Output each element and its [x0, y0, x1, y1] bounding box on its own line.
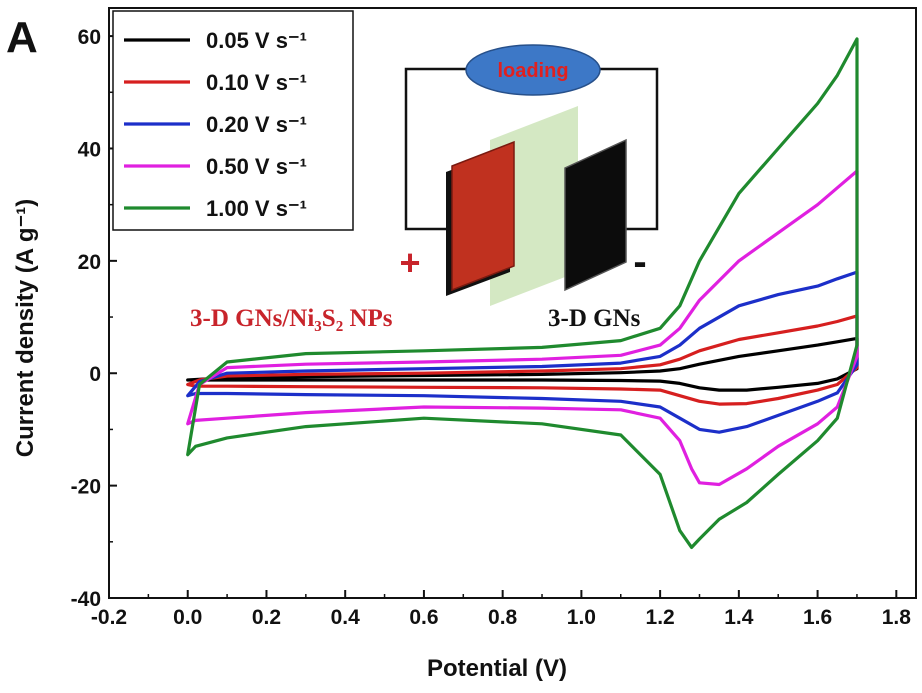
series-line-1 [186, 314, 859, 406]
y-tick-label: 0 [89, 363, 101, 386]
series-layer [186, 37, 859, 549]
y-tick-label: -20 [71, 476, 101, 499]
legend-label: 1.00 V s⁻¹ [206, 196, 307, 221]
positive-electrode [451, 140, 515, 292]
inset-schematic: loading + - 3-D GNs/Ni₃S₂ NPs 3-D GNs [190, 44, 659, 332]
series-line-0 [186, 336, 859, 392]
legend-label: 0.05 V s⁻¹ [206, 28, 307, 53]
axis-ticks: -0.2 0.0 0.2 0.4 0.6 0.8 1.0 1.2 1.4 1.6 1.8-40-20… [71, 26, 912, 629]
x-tick-label: -0.2 [91, 606, 127, 629]
positive-electrode-label: 3-D GNs/Ni₃S₂ NPs [190, 305, 393, 332]
legend-box [112, 10, 354, 231]
legend-label: 0.20 V s⁻¹ [206, 112, 307, 137]
legend-label: 0.10 V s⁻¹ [206, 70, 307, 95]
loading-label: loading [497, 60, 568, 82]
negative-electrode [564, 138, 627, 292]
x-tick-label: 0.4 [331, 606, 361, 629]
minus-sign: - [633, 240, 646, 284]
y-tick-label: 60 [78, 26, 101, 49]
y-tick-label: 20 [78, 251, 101, 274]
y-axis-title: Current density (A g⁻¹) [12, 199, 39, 457]
x-tick-label: 1.6 [803, 606, 832, 629]
x-tick-label: 1.4 [724, 606, 754, 629]
x-tick-label: 0.2 [252, 606, 281, 629]
legend-label: 0.50 V s⁻¹ [206, 154, 307, 179]
x-tick-label: 0.0 [173, 606, 202, 629]
x-axis-title: Potential (V) [427, 655, 567, 682]
legend: 0.05 V s⁻¹ 0.10 V s⁻¹ 0.20 V s⁻¹ 0.50 V s⁻¹… [112, 10, 354, 231]
loading-oval [465, 44, 601, 96]
y-tick-label: -40 [71, 588, 101, 611]
x-tick-label: 0.8 [488, 606, 518, 629]
series-line-4 [186, 37, 859, 549]
x-tick-label: 0.6 [409, 606, 438, 629]
x-tick-label: 1.2 [646, 606, 675, 629]
panel-label: A [6, 13, 38, 62]
x-tick-label: 1.8 [882, 606, 912, 629]
plot-frame [108, 7, 917, 599]
plus-sign: + [399, 242, 420, 283]
series-line-2 [186, 270, 859, 434]
x-tick-label: 1.0 [567, 606, 596, 629]
circuit-wire [404, 67, 659, 231]
negative-electrode-label: 3-D GNs [548, 305, 641, 332]
y-tick-label: 40 [78, 138, 101, 161]
